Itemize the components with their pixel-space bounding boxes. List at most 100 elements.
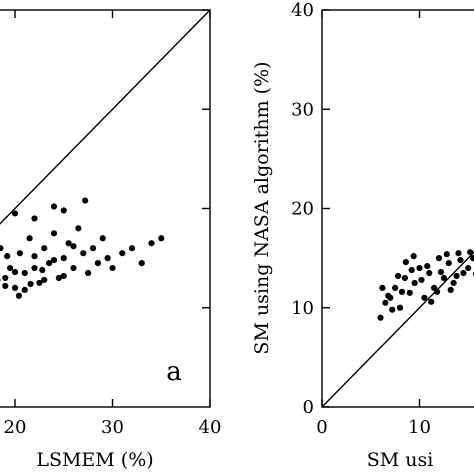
scatter-point xyxy=(55,274,62,282)
x-axis-label: SM usi xyxy=(367,449,434,471)
panel-a: 20 30 40 LSMEM (%) a xyxy=(0,9,222,471)
scatter-point xyxy=(36,279,43,287)
scatter-point xyxy=(11,210,19,217)
scatter-point xyxy=(50,230,58,237)
scatter-point xyxy=(0,278,1,282)
y-tick-label: 10 xyxy=(291,298,314,319)
scatter-point xyxy=(382,299,389,306)
scatter-point xyxy=(41,245,48,252)
scatter-point xyxy=(15,292,22,299)
scatter-point xyxy=(94,259,101,267)
scatter-point xyxy=(435,255,443,262)
scatter-point xyxy=(450,279,457,287)
plot-frame xyxy=(0,9,211,408)
y-axis-label: SM using NASA algorithm (%) xyxy=(251,61,273,354)
x-axis-label: LSMEM (%) xyxy=(36,449,153,471)
panel-b: 0 10 0 10 20 30 40 SM usi SM using NASA algorith… xyxy=(251,0,474,471)
scatter-point xyxy=(104,255,111,262)
scatter-point xyxy=(41,276,48,284)
y-tick-label: 20 xyxy=(291,199,314,220)
scatter-point xyxy=(401,274,408,282)
scatter-point xyxy=(138,259,145,267)
x-tick-label: 40 xyxy=(199,417,222,438)
scatter-point xyxy=(467,249,474,256)
y-tick-label: 30 xyxy=(291,99,314,120)
panel-letter: a xyxy=(166,357,182,387)
scatter-point xyxy=(465,264,472,272)
scatter-point xyxy=(379,284,386,291)
scatter-point xyxy=(4,253,11,260)
scatter-point xyxy=(60,255,67,262)
scatter-point xyxy=(2,274,9,282)
scatter-point xyxy=(418,276,425,284)
scatter-point xyxy=(65,240,72,247)
scatter-point xyxy=(396,304,404,311)
scatter-point xyxy=(11,284,19,291)
scatter-point xyxy=(82,197,89,204)
scatter-point xyxy=(445,259,452,267)
scatter-point xyxy=(80,250,87,257)
scatter-point xyxy=(0,245,4,252)
scatter-point xyxy=(421,294,428,301)
scatter-point xyxy=(39,266,46,274)
scatter-point xyxy=(453,272,460,280)
y-tick-label: 40 xyxy=(291,0,314,21)
scatter-point xyxy=(21,269,28,277)
scatter-point xyxy=(148,240,155,247)
scatter-point xyxy=(7,264,14,272)
one-to-one-line xyxy=(0,9,211,225)
one-to-one-line xyxy=(321,251,474,408)
scatter-point xyxy=(31,253,38,260)
scatter-point xyxy=(443,251,450,258)
scatter-point xyxy=(406,289,413,296)
x-tick-label: 10 xyxy=(408,417,431,438)
scatter-point xyxy=(470,255,474,262)
scatter-point xyxy=(158,235,165,242)
scatter-point xyxy=(440,274,447,282)
scatter-point xyxy=(21,286,28,293)
scatter-point xyxy=(457,257,464,264)
scatter-point xyxy=(411,279,418,287)
scatter-point xyxy=(109,264,116,272)
scatter-point xyxy=(70,243,77,250)
scatter-point xyxy=(424,262,431,270)
scatter-point xyxy=(416,264,423,272)
scatter-point xyxy=(70,264,77,272)
scatter-point xyxy=(75,225,82,232)
scatter-point xyxy=(46,259,53,267)
scatter-point xyxy=(377,314,384,321)
scatter-point xyxy=(389,306,396,313)
scatter-point xyxy=(119,250,126,257)
scatter-point xyxy=(455,250,462,257)
scatter-point xyxy=(2,282,9,290)
scatter-point xyxy=(26,235,33,242)
scatter-point xyxy=(50,203,58,210)
x-tick-label: 0 xyxy=(316,417,327,438)
scatter-point xyxy=(408,266,415,274)
x-tick-label: 30 xyxy=(101,417,124,438)
scatter-point xyxy=(460,269,467,277)
scatter-point xyxy=(385,292,392,299)
scatter-point xyxy=(410,253,417,260)
scatter-point xyxy=(394,272,402,280)
scatter-point xyxy=(437,268,445,276)
scatter-point xyxy=(16,250,23,257)
scatter-point xyxy=(31,215,38,222)
scatter-point xyxy=(426,269,433,277)
y-tick-label: 0 xyxy=(303,397,314,418)
scatter-point xyxy=(85,269,92,277)
scatter-point xyxy=(60,272,67,280)
scatter-point xyxy=(27,280,34,288)
scatter-point xyxy=(433,288,441,295)
scatter-point xyxy=(392,284,399,291)
scatter-point xyxy=(89,245,97,252)
scatter-point xyxy=(11,268,19,276)
scatter-point xyxy=(447,286,454,293)
scatter-point xyxy=(60,207,67,214)
scatter-point xyxy=(99,235,106,242)
plot-frame xyxy=(321,9,474,408)
x-tick-label: 20 xyxy=(4,417,27,438)
scatter-point xyxy=(31,264,38,272)
scatter-point xyxy=(128,245,136,252)
